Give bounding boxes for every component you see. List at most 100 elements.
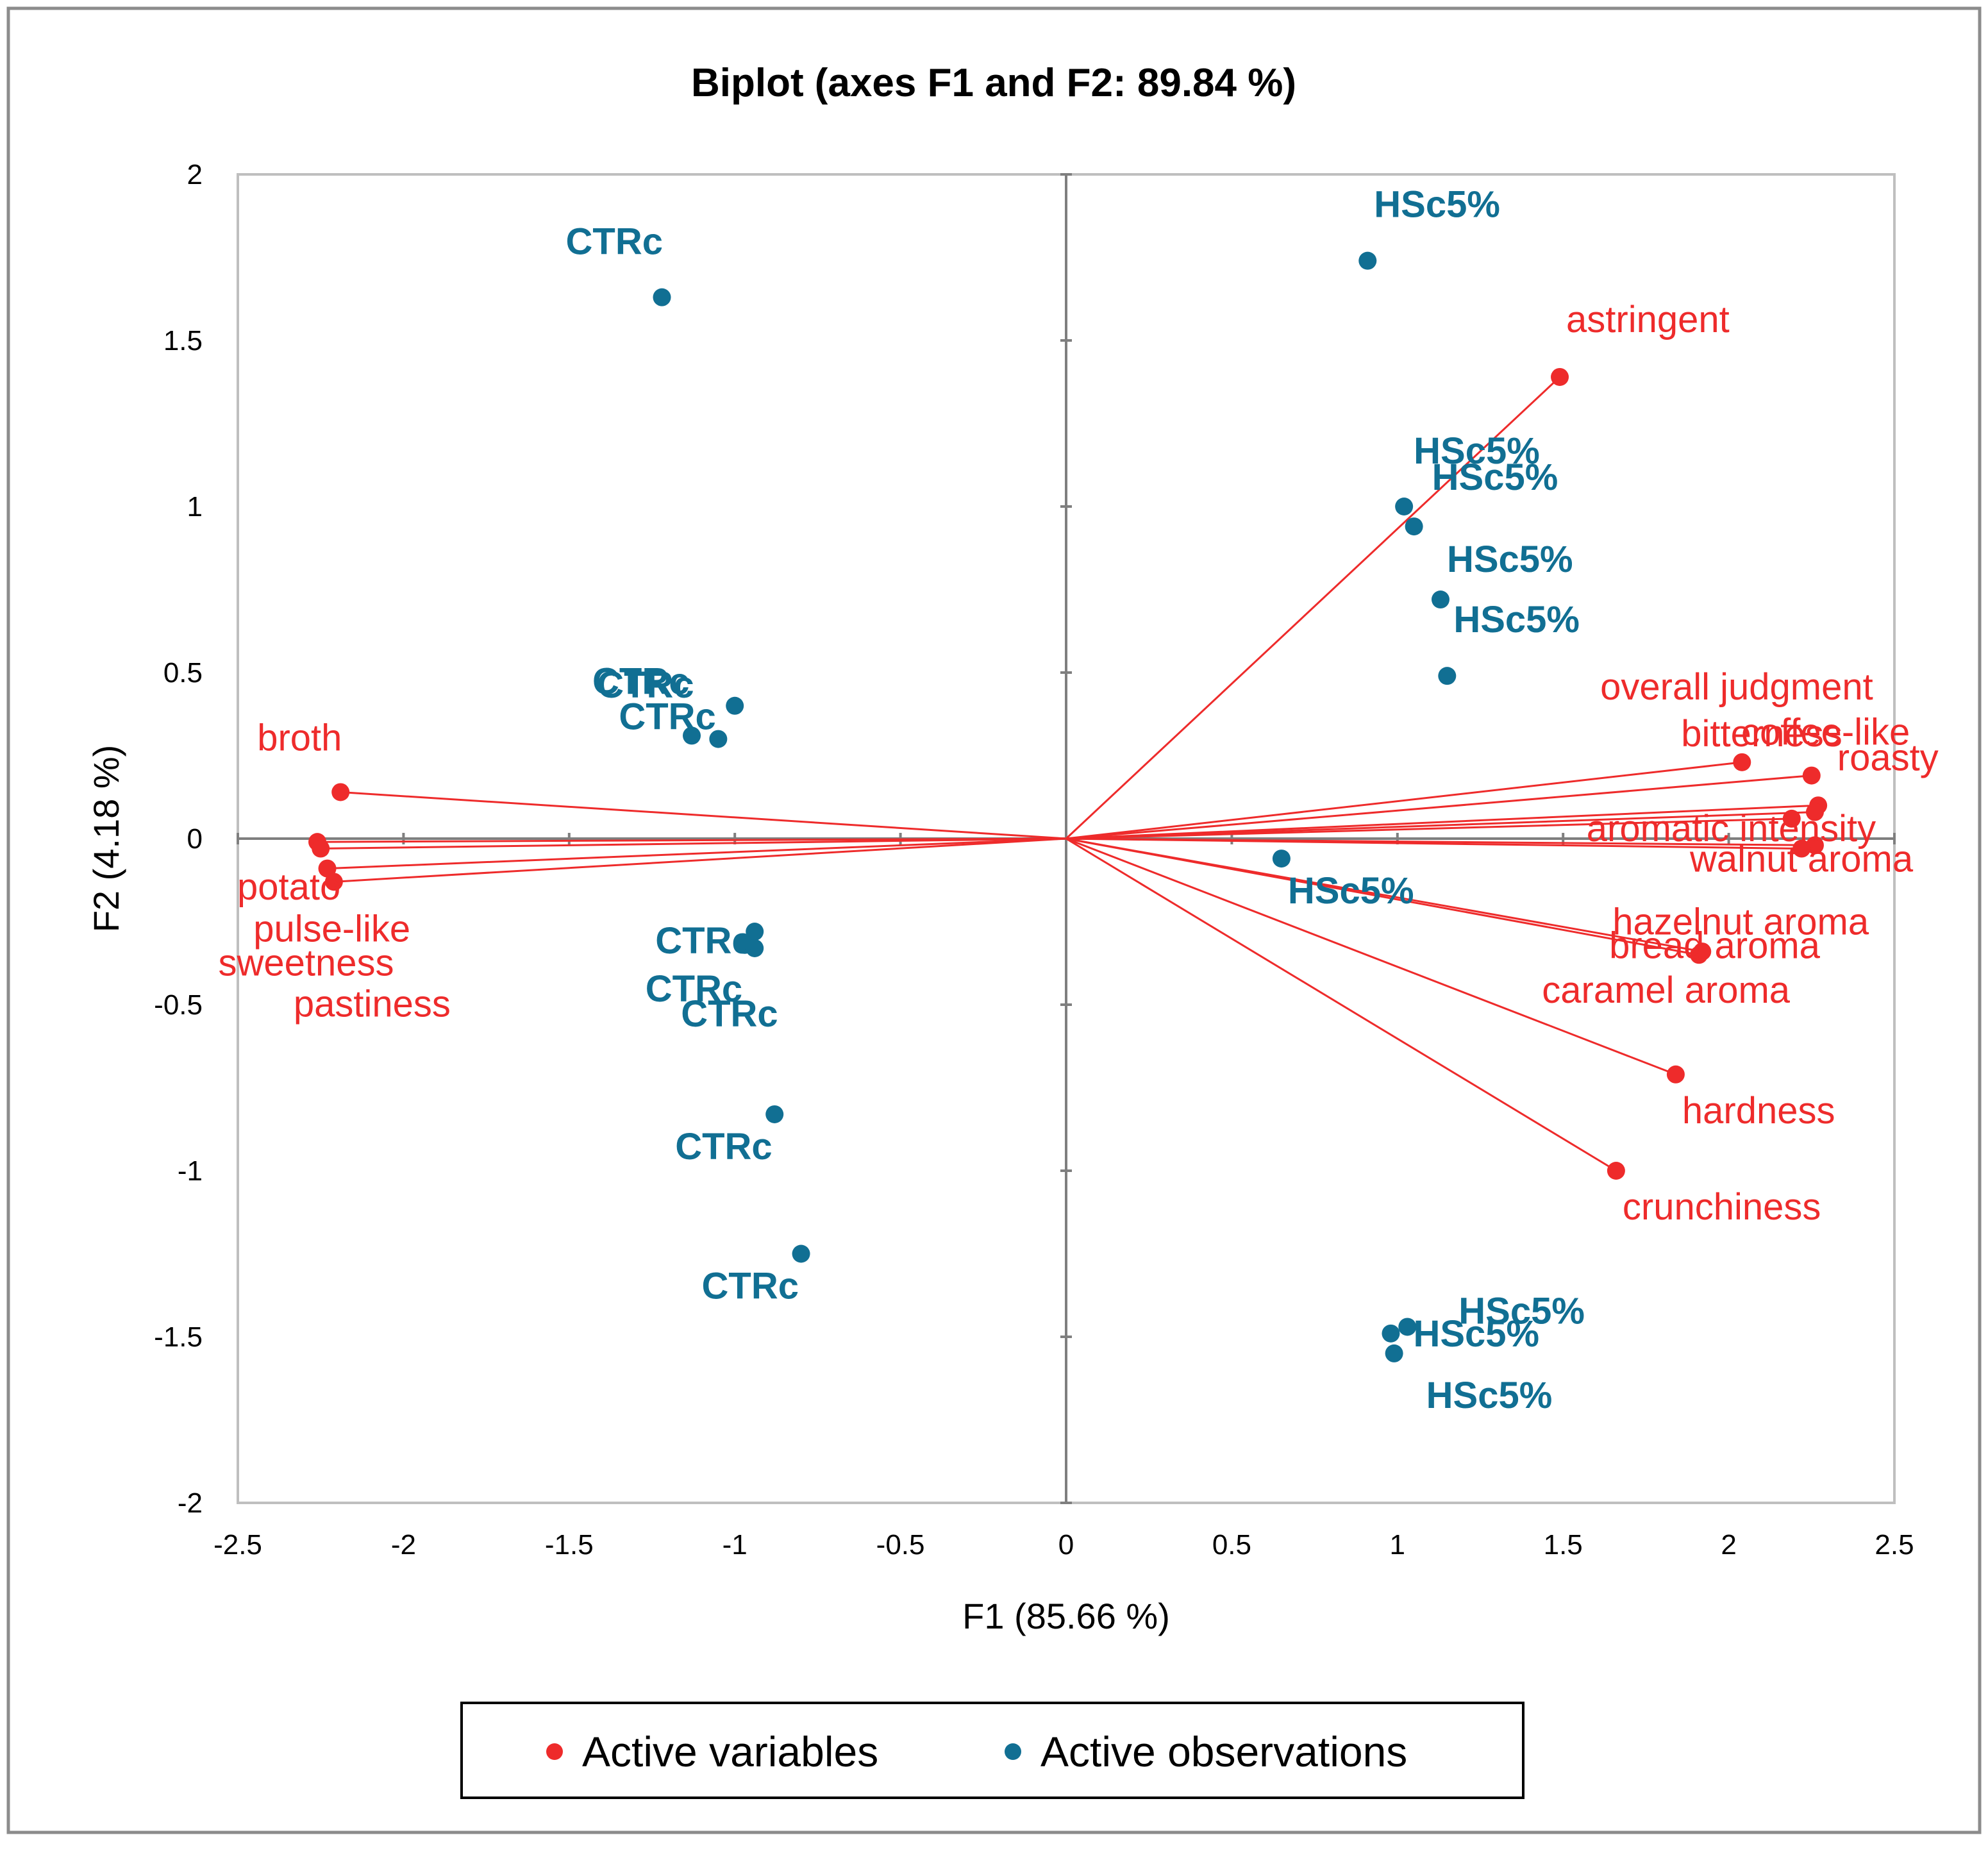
variable-point [1782,809,1801,828]
variable-vector [1065,376,1561,840]
observation-point [1405,517,1423,536]
x-tick-label: -2.5 [213,1529,262,1561]
variable-label: hardness [1682,1090,1835,1132]
point-labels: astringent overall judgmentcoffee-likebit… [219,184,1939,1416]
x-tick-label: -2 [391,1529,416,1561]
y-axis-title: F2 (4.18 %) [86,745,126,933]
variable-vector [1065,761,1742,840]
variable-vector [1065,804,1819,840]
observation-point [683,726,701,745]
y-tick-label: -2 [178,1487,203,1519]
observation-label: HSc5% [1374,184,1500,226]
variable-vector [1065,837,1802,850]
legend-variables-label: Active variables [582,1728,878,1775]
variable-label: broth [257,717,342,758]
variable-vector [1065,817,1792,840]
x-axis-title: F1 (85.66 %) [962,1596,1170,1636]
observation-point [1358,251,1377,270]
variable-point [1693,942,1712,961]
variable-label: overall judgment [1600,666,1873,708]
variable-label: coffee-like [1741,712,1910,753]
variable-label: bitterness [1681,713,1842,755]
variable-vector [1065,811,1816,840]
variable-label: roasty [1837,737,1939,779]
observation-point [726,696,744,715]
observation-label: HSc5% [1458,1290,1585,1332]
variable-point [1607,1162,1625,1180]
legend-observations-label: Active observations [1040,1728,1407,1775]
variable-label: caramel aroma [1542,969,1791,1011]
y-tick-label: 0 [187,823,203,855]
observation-label: CTRc [597,664,694,706]
observation-label: CTRc [619,696,715,738]
x-tick-label: 1.5 [1544,1529,1583,1561]
legend-observations-marker [1005,1743,1021,1760]
observation-label: CTRc [646,968,742,1010]
legend: Active variables Active observations [460,1702,1524,1799]
observation-points [653,251,1457,1362]
variable-label: aromatic intensity [1587,808,1876,850]
observation-point [1272,850,1291,868]
observation-point [1382,1324,1400,1343]
variable-point [312,839,330,858]
x-tick-label: 0 [1058,1529,1074,1561]
variable-label: astringent [1566,299,1730,340]
observation-point [746,923,764,941]
variable-vector [327,837,1067,870]
observation-point [709,730,728,748]
variable-vector [321,837,1067,850]
observation-label: HSc5% [1447,539,1573,580]
x-tick-label: 2 [1721,1529,1736,1561]
variable-point [1551,367,1569,386]
variable-point [318,859,337,878]
variable-label: sweetness [219,942,394,984]
y-tick-label: 1 [187,491,203,523]
y-tick-label: -1 [178,1155,203,1187]
y-tick-label: 0.5 [163,657,203,689]
variable-vector [1065,837,1676,1076]
legend-box [460,1702,1524,1799]
variable-point [1805,803,1824,821]
x-tick-label: 1 [1390,1529,1405,1561]
variable-vector [317,837,1067,843]
variable-vector [1065,837,1617,1172]
observation-point [1398,1318,1417,1336]
variable-label: crunchiness [1623,1186,1821,1228]
variable-point [1792,839,1811,858]
observation-label: HSc5% [1288,870,1414,912]
x-tick-label: 2.5 [1875,1529,1914,1561]
variable-vector [1065,837,1703,953]
y-tick-label: 2 [187,159,203,190]
observation-label: HSc5% [1414,430,1540,472]
legend-variables-marker [546,1743,563,1760]
variable-point [1666,1065,1685,1084]
variable-vector [340,791,1067,840]
observation-label: CTRc [566,221,663,263]
observation-label: HSc5% [1413,1313,1539,1355]
observation-label: CTRc [702,1266,799,1307]
y-tick-label: 1.5 [163,325,203,356]
variable-point [324,873,343,891]
variable-label: walnut aroma [1689,838,1914,880]
observation-point [653,288,671,306]
observation-label: CTRc [655,920,752,962]
x-tick-label: 0.5 [1212,1529,1251,1561]
observation-point [1395,498,1414,515]
y-tick-label: -0.5 [154,989,203,1021]
observation-point [765,1105,784,1123]
observation-label: HSc5% [1426,1375,1553,1416]
variable-vectors [308,367,1828,1180]
variable-point [331,783,350,801]
observation-point [746,939,764,957]
x-tick-label: -0.5 [876,1529,925,1561]
variable-vector [1065,775,1812,840]
observation-point [792,1244,810,1263]
variable-point [1802,766,1821,785]
variable-label: potato [237,866,340,908]
variable-label: hazelnut aroma [1612,901,1869,943]
figure-border [6,6,1982,1834]
chart-title: Biplot (axes F1 and F2: 89.84 %) [691,61,1296,105]
x-tick-label: -1 [723,1529,748,1561]
